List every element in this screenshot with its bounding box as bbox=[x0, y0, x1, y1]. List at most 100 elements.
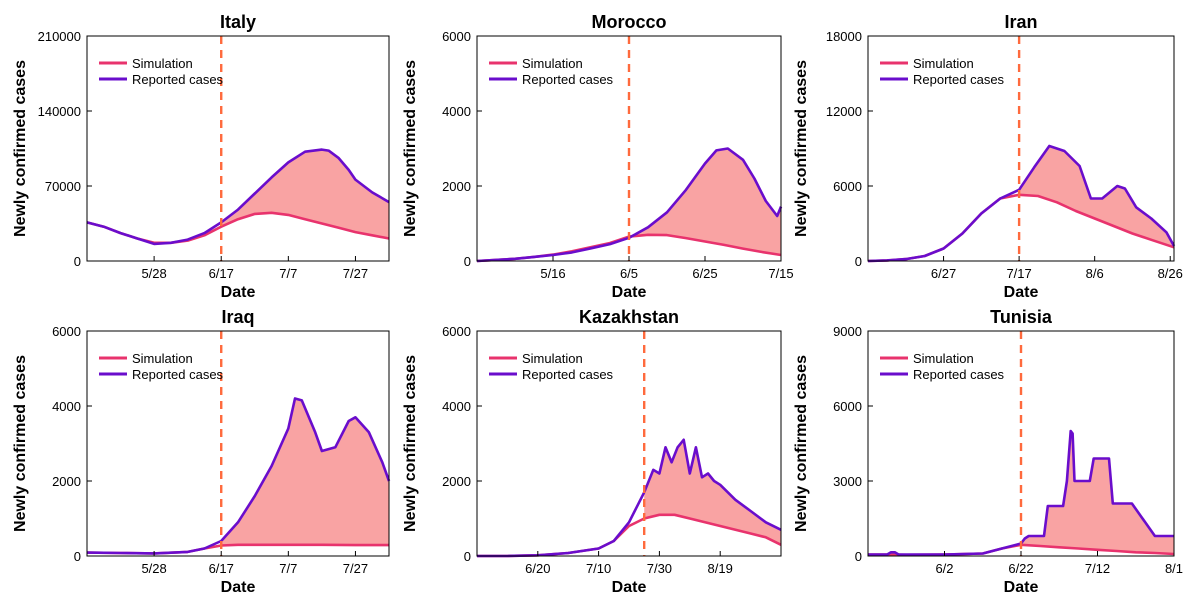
x-tick-label: 5/28 bbox=[141, 561, 166, 576]
y-tick-label: 9000 bbox=[833, 324, 862, 339]
chart-panel-0: 0 70000 140000 210000 5/28 6/17 7/7 7/27 Italy Da… bbox=[12, 12, 390, 301]
y-axis-label: Newly confirmed cases bbox=[12, 355, 29, 532]
legend-label: Reported cases bbox=[132, 367, 224, 382]
y-tick-label: 18000 bbox=[826, 29, 862, 44]
chart-panel-5: 0 3000 6000 9000 6/2 6/22 7/12 8/1 Tunisia Date Ne… bbox=[793, 307, 1183, 596]
y-tick-label: 4000 bbox=[52, 399, 81, 414]
y-tick-label: 140000 bbox=[38, 104, 81, 119]
x-tick-label: 8/6 bbox=[1086, 266, 1104, 281]
plot-frame bbox=[867, 35, 1175, 262]
x-tick-label: 8/1 bbox=[1165, 561, 1183, 576]
chart-title: Morocco bbox=[591, 12, 666, 32]
y-tick-label: 6000 bbox=[833, 399, 862, 414]
gap-area bbox=[644, 439, 781, 545]
x-tick-label: 7/27 bbox=[343, 266, 368, 281]
y-tick-label: 70000 bbox=[45, 179, 81, 194]
legend-label: Simulation bbox=[522, 351, 583, 366]
x-axis-label: Date bbox=[1004, 579, 1039, 596]
reported-cases-line bbox=[86, 148, 390, 246]
y-tick-label: 6000 bbox=[442, 324, 471, 339]
gap-area bbox=[1021, 431, 1174, 554]
y-tick-label: 2000 bbox=[442, 474, 471, 489]
x-axis-label: Date bbox=[221, 579, 256, 596]
y-axis-label: Newly confirmed cases bbox=[402, 355, 419, 532]
reported-cases-line bbox=[477, 438, 782, 558]
x-tick-label: 6/27 bbox=[931, 266, 956, 281]
y-tick-label: 210000 bbox=[38, 29, 81, 44]
y-axis-label: Newly confirmed cases bbox=[793, 355, 810, 532]
legend-label: Reported cases bbox=[132, 72, 224, 87]
chart-title: Kazakhstan bbox=[579, 307, 679, 327]
chart-title: Iraq bbox=[221, 307, 254, 327]
chart-panel-2: 0 6000 12000 18000 6/27 7/17 8/6 8/26 Iran Date Ne… bbox=[793, 12, 1183, 301]
y-tick-label: 2000 bbox=[442, 179, 471, 194]
legend-label: Simulation bbox=[913, 351, 974, 366]
gap-area bbox=[221, 398, 389, 546]
x-tick-label: 7/15 bbox=[768, 266, 793, 281]
x-axis-label: Date bbox=[221, 284, 256, 301]
x-tick-label: 6/5 bbox=[620, 266, 638, 281]
legend-label: Simulation bbox=[522, 56, 583, 71]
y-tick-label: 0 bbox=[74, 254, 81, 269]
y-tick-label: 12000 bbox=[826, 104, 862, 119]
chart-title: Iran bbox=[1004, 12, 1037, 32]
y-tick-label: 4000 bbox=[442, 104, 471, 119]
reported-cases-line bbox=[868, 429, 1174, 556]
x-tick-label: 7/17 bbox=[1006, 266, 1031, 281]
reported-cases-line bbox=[867, 144, 1176, 263]
x-tick-label: 8/26 bbox=[1158, 266, 1183, 281]
chart-panel-1: 0 2000 4000 6000 5/16 6/5 6/25 7/15 Morocco Date N… bbox=[402, 12, 794, 301]
y-axis-label: Newly confirmed cases bbox=[793, 60, 810, 237]
plot-frame bbox=[476, 330, 782, 557]
reported-cases-line bbox=[476, 147, 783, 263]
gap-area bbox=[221, 149, 389, 239]
x-tick-label: 7/27 bbox=[343, 561, 368, 576]
x-tick-label: 6/25 bbox=[692, 266, 717, 281]
legend-label: Simulation bbox=[132, 351, 193, 366]
y-tick-label: 0 bbox=[74, 549, 81, 564]
x-tick-label: 7/12 bbox=[1085, 561, 1110, 576]
legend-label: Simulation bbox=[132, 56, 193, 71]
x-tick-label: 6/2 bbox=[935, 561, 953, 576]
x-axis-label: Date bbox=[1004, 284, 1039, 301]
x-tick-label: 5/28 bbox=[141, 266, 166, 281]
x-tick-label: 7/7 bbox=[279, 266, 297, 281]
x-tick-label: 6/22 bbox=[1008, 561, 1033, 576]
chart-title: Italy bbox=[220, 12, 256, 32]
plot-frame bbox=[86, 35, 390, 262]
y-tick-label: 0 bbox=[464, 254, 471, 269]
legend-label: Reported cases bbox=[913, 367, 1005, 382]
y-tick-label: 4000 bbox=[442, 399, 471, 414]
chart-panel-3: 0 2000 4000 6000 5/28 6/17 7/7 7/27 Iraq Date Newl… bbox=[12, 307, 391, 596]
x-tick-label: 6/17 bbox=[209, 561, 234, 576]
x-tick-label: 7/7 bbox=[279, 561, 297, 576]
plot-frame bbox=[86, 330, 390, 557]
x-tick-label: 6/17 bbox=[209, 266, 234, 281]
y-axis-label: Newly confirmed cases bbox=[402, 60, 419, 237]
y-tick-label: 0 bbox=[464, 549, 471, 564]
legend-label: Reported cases bbox=[913, 72, 1005, 87]
legend-label: Reported cases bbox=[522, 367, 614, 382]
legend-label: Simulation bbox=[913, 56, 974, 71]
chart-title: Tunisia bbox=[990, 307, 1053, 327]
gap-area bbox=[629, 148, 781, 255]
gap-area bbox=[1019, 146, 1174, 248]
y-axis-label: Newly confirmed cases bbox=[12, 60, 29, 237]
x-tick-label: 6/20 bbox=[525, 561, 550, 576]
x-tick-label: 7/30 bbox=[647, 561, 672, 576]
legend-label: Reported cases bbox=[522, 72, 614, 87]
y-tick-label: 6000 bbox=[833, 179, 862, 194]
y-tick-label: 0 bbox=[855, 254, 862, 269]
y-tick-label: 6000 bbox=[52, 324, 81, 339]
reported-cases-line bbox=[86, 397, 391, 555]
x-axis-label: Date bbox=[612, 284, 647, 301]
x-axis-label: Date bbox=[612, 579, 647, 596]
chart-panel-4: 0 2000 4000 6000 6/20 7/10 7/30 8/19 Kazakhstan D… bbox=[402, 307, 782, 596]
x-tick-label: 5/16 bbox=[540, 266, 565, 281]
x-tick-label: 7/10 bbox=[586, 561, 611, 576]
y-tick-label: 6000 bbox=[442, 29, 471, 44]
y-tick-label: 3000 bbox=[833, 474, 862, 489]
y-tick-label: 0 bbox=[855, 549, 862, 564]
y-tick-label: 2000 bbox=[52, 474, 81, 489]
